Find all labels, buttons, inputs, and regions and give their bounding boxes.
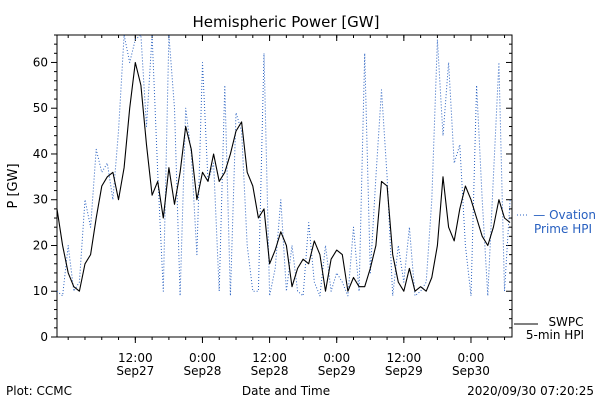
legend-swpc-line2: 5-min HPI [526,328,584,342]
x-tick-label-time: 0:00 [189,351,216,365]
legend-swpc-line1: SWPC [548,315,583,329]
y-tick-label: 40 [33,147,48,161]
legend: — Ovation Prime HPI SWPC 5-min HPI [514,208,596,342]
x-axis-label: Date and Time [242,384,330,398]
y-tick-label: 10 [33,284,48,298]
x-tick-label-date: Sep28 [251,364,289,378]
x-tick-label-time: 12:00 [118,351,153,365]
y-tick-label: 0 [40,330,48,344]
x-tick-label-time: 12:00 [252,351,287,365]
series-swpc-line [56,61,511,292]
y-tick-label: 30 [33,193,48,207]
x-tick-label-date: Sep27 [116,364,154,378]
x-axis: 12:00Sep270:00Sep2812:00Sep280:00Sep2912… [67,35,506,378]
plot-frame [56,34,513,338]
y-axis-label: P [GW] [6,163,21,208]
x-tick-label-date: Sep29 [385,364,423,378]
footer-left: Plot: CCMC [6,384,72,398]
x-tick-label-time: 0:00 [457,351,484,365]
y-tick-label: 60 [33,55,48,69]
x-tick-label-date: Sep28 [184,364,222,378]
y-axis: 0 10 20 30 40 50 60 [33,34,512,344]
x-tick-label-time: 12:00 [387,351,422,365]
series-ovation-prime-line [56,34,511,297]
legend-ovation-line2: Prime HPI [534,222,592,236]
legend-ovation-line1: — Ovation [533,208,596,222]
y-tick-label: 50 [33,101,48,115]
x-tick-label-time: 0:00 [323,351,350,365]
x-tick-label-date: Sep30 [452,364,490,378]
y-tick-label: 20 [33,238,48,252]
footer-right: 2020/09/30 07:20:25 [467,384,594,398]
chart-title: Hemispheric Power [GW] [193,13,380,31]
x-tick-label-date: Sep29 [318,364,356,378]
series-layer [56,34,511,297]
plot-area [56,34,513,338]
